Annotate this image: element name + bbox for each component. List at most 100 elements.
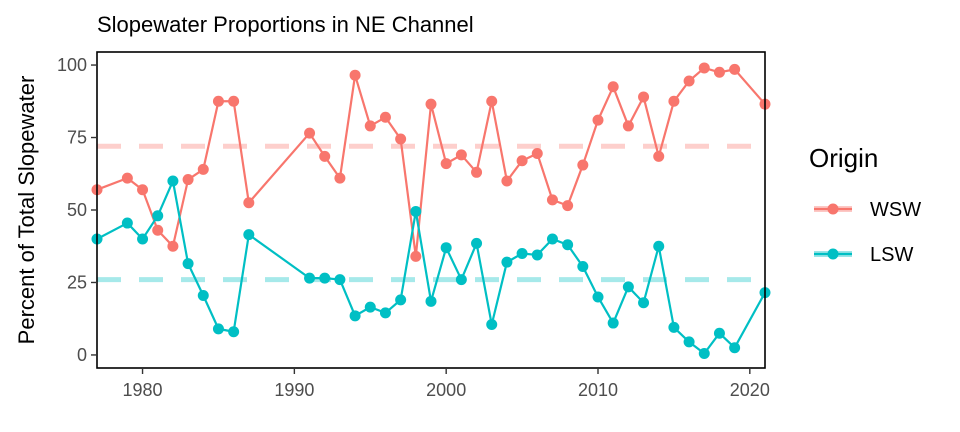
wsw-point (137, 184, 149, 196)
lsw-point (379, 307, 391, 319)
lsw-point (729, 342, 741, 354)
wsw-point (501, 175, 513, 187)
legend-item-wsw: WSW (814, 199, 921, 221)
x-tick-label: 2000 (426, 380, 466, 400)
wsw-point (319, 150, 331, 162)
lsw-point (304, 272, 316, 284)
wsw-point (531, 147, 543, 159)
y-tick-label: 75 (67, 128, 87, 148)
legend-key-point (827, 203, 839, 215)
wsw-point (243, 197, 255, 209)
wsw-point (577, 159, 589, 171)
wsw-point (212, 95, 224, 107)
lsw-point (683, 336, 695, 348)
lsw-point (698, 348, 710, 359)
legend-key-point (827, 248, 839, 260)
lsw-point (395, 294, 407, 306)
wsw-point (197, 163, 209, 175)
lsw-point (471, 237, 483, 249)
series-points (91, 62, 771, 359)
lsw-point (501, 256, 513, 268)
y-tick-label: 50 (67, 200, 87, 220)
lsw-point (228, 326, 240, 338)
x-axis: 1980 1990 2000 2010 2020 (123, 368, 770, 400)
lsw-point (531, 249, 543, 261)
y-tick-label: 25 (67, 272, 87, 292)
x-tick-label: 1980 (123, 380, 163, 400)
lsw-point (638, 297, 650, 309)
wsw-point (471, 166, 483, 178)
wsw-point (638, 91, 650, 103)
lsw-point (319, 272, 331, 284)
wsw-point (562, 200, 574, 212)
lsw-point (440, 242, 452, 254)
wsw-point (395, 133, 407, 145)
lsw-point (182, 258, 194, 270)
wsw-point (653, 150, 665, 162)
lsw-point (197, 290, 209, 302)
wsw-point (121, 172, 133, 184)
lsw-point (243, 229, 255, 241)
lsw-point (137, 233, 149, 245)
mean-lines (97, 143, 765, 283)
wsw-point (379, 111, 391, 123)
wsw-series-line (96, 66, 766, 258)
legend-items: WSW LSW (814, 199, 921, 266)
lsw-point (653, 240, 665, 252)
lsw-series-line (96, 179, 766, 355)
lsw-point (364, 301, 376, 313)
wsw-point (182, 174, 194, 186)
wsw-point (455, 149, 467, 161)
wsw-point (698, 62, 710, 74)
wsw-point (440, 158, 452, 170)
wsw-point (668, 95, 680, 107)
wsw-point (349, 69, 361, 81)
y-axis-title: Percent of Total Slopewater (14, 76, 39, 345)
lsw-point (349, 310, 361, 322)
lsw-point (121, 217, 133, 229)
wsw-point (425, 98, 437, 110)
lsw-point (562, 239, 574, 251)
lsw-point (167, 175, 179, 187)
lsw-point (546, 233, 558, 245)
y-tick-label: 0 (77, 345, 87, 365)
wsw-point (607, 81, 619, 93)
legend: Origin WSW LSW (809, 143, 921, 266)
lsw-point (212, 323, 224, 335)
lsw-point (592, 291, 604, 303)
lsw-point (577, 261, 589, 273)
wsw-point (592, 114, 604, 126)
wsw-point (622, 120, 634, 132)
lsw-point (622, 281, 634, 293)
wsw-point (152, 224, 164, 236)
wsw-point (304, 127, 316, 139)
y-axis: 0 25 50 75 100 (57, 55, 97, 365)
wsw-point (334, 172, 346, 184)
lsw-point (668, 321, 680, 333)
legend-label-wsw: WSW (870, 199, 921, 221)
wsw-point (228, 95, 240, 107)
wsw-point (486, 95, 498, 107)
wsw-point (410, 250, 422, 262)
lsw-point (425, 295, 437, 307)
lsw-point (516, 247, 528, 259)
lsw-point (486, 319, 498, 331)
lsw-point (607, 317, 619, 329)
wsw-point (516, 155, 528, 167)
legend-title: Origin (809, 143, 878, 173)
x-tick-label: 2020 (730, 380, 770, 400)
wsw-point (546, 194, 558, 206)
lsw-point (152, 210, 164, 222)
chart-title: Slopewater Proportions in NE Channel (97, 12, 474, 37)
x-tick-label: 2010 (578, 380, 618, 400)
x-tick-label: 1990 (274, 380, 314, 400)
lsw-point (410, 205, 422, 217)
wsw-point (167, 240, 179, 252)
legend-label-lsw: LSW (870, 244, 913, 266)
wsw-point (729, 63, 741, 75)
wsw-point (713, 66, 725, 78)
lsw-point (713, 327, 725, 339)
lsw-point (455, 274, 467, 286)
